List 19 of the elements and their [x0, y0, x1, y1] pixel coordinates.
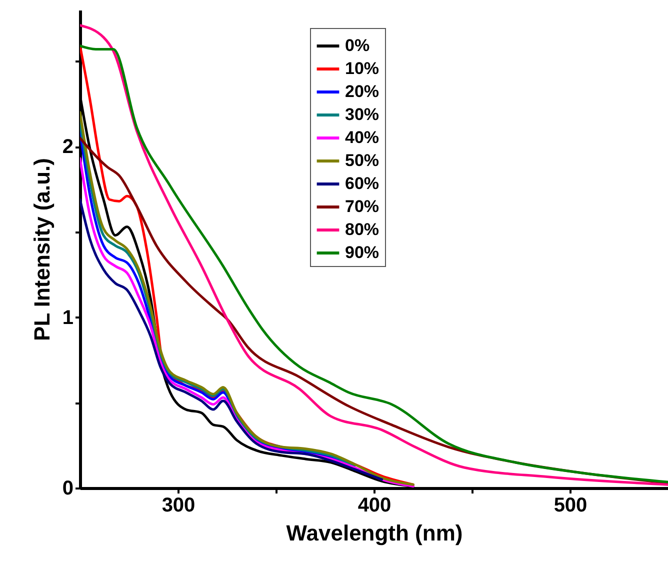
y-tick-label: 1	[62, 306, 74, 329]
legend-label: 80%	[345, 220, 380, 239]
legend-label: 70%	[345, 197, 380, 216]
y-tick-label: 0	[62, 478, 74, 500]
legend-label: 40%	[345, 128, 380, 147]
x-tick-label: 500	[554, 494, 588, 516]
legend-label: 0%	[345, 36, 370, 55]
legend-label: 10%	[345, 59, 380, 78]
legend-label: 60%	[345, 174, 380, 193]
x-axis-title: Wavelength (nm)	[286, 520, 463, 546]
y-tick-label: 2	[62, 136, 74, 158]
line-series	[80, 198, 384, 481]
y-axis-title: PL Intensity (a.u.)	[29, 158, 54, 341]
legend-label: 20%	[345, 82, 380, 101]
legend-label: 50%	[345, 151, 380, 170]
legend-label: 90%	[345, 243, 380, 262]
x-tick-label: 400	[358, 494, 392, 516]
legend-label: 30%	[345, 105, 380, 124]
x-tick-label: 300	[162, 494, 196, 516]
